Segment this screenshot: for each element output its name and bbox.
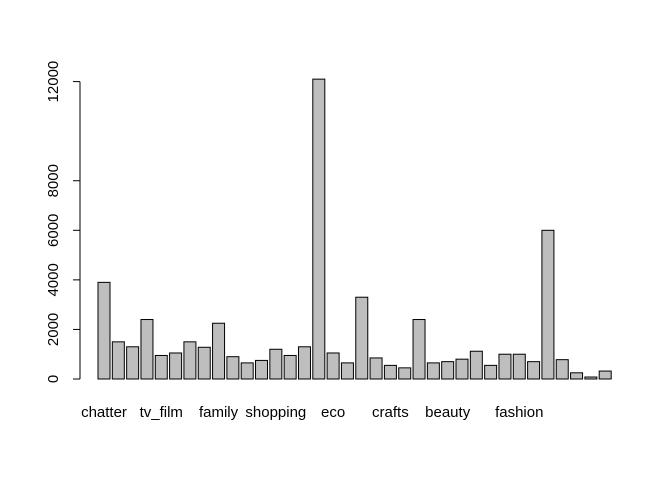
- bar-35: [598, 370, 612, 380]
- y-tick-label-4: 8000: [45, 164, 62, 197]
- x-label-tv-film: tv_film: [140, 404, 183, 421]
- bar-17: [340, 362, 354, 380]
- bar-2: [126, 346, 140, 380]
- x-label-shopping: shopping: [245, 404, 306, 421]
- bar-22: [412, 319, 426, 380]
- bar-27: [484, 364, 498, 380]
- bar-16: [326, 352, 340, 380]
- bar-30: [527, 361, 541, 380]
- y-tick-label-5: 12000: [45, 61, 62, 103]
- bar-26: [469, 350, 483, 380]
- bar-23: [426, 362, 440, 380]
- y-tick-label-2: 4000: [45, 263, 62, 296]
- x-label-family: family: [199, 404, 239, 421]
- bar-34: [584, 376, 598, 380]
- bar-33: [570, 372, 584, 380]
- x-label-eco: eco: [321, 404, 345, 421]
- bar-9: [226, 356, 240, 380]
- bar-5: [169, 352, 183, 380]
- bar-14: [297, 346, 311, 380]
- bar-6: [183, 341, 197, 380]
- bar-0: [97, 281, 111, 380]
- bar-4: [154, 354, 168, 380]
- bar-15: [312, 78, 326, 380]
- bar-19: [369, 357, 383, 380]
- x-label-fashion: fashion: [495, 404, 543, 421]
- bar-11: [255, 359, 269, 380]
- bar-24: [441, 361, 455, 380]
- bar-21: [398, 367, 412, 380]
- bar-25: [455, 358, 469, 380]
- bar-32: [555, 359, 569, 380]
- x-label-crafts: crafts: [372, 404, 409, 421]
- bar-series: [97, 78, 612, 380]
- bar-10: [240, 362, 254, 380]
- x-label-beauty: beauty: [425, 404, 471, 421]
- bar-18: [355, 296, 369, 380]
- bar-29: [512, 353, 526, 380]
- bar-7: [197, 346, 211, 380]
- bar-28: [498, 353, 512, 380]
- bar-20: [383, 364, 397, 380]
- bar-1: [111, 341, 125, 380]
- y-tick-label-0: 0: [45, 375, 62, 383]
- x-axis-labels: chatter tv_film family shopping eco crafts bea…: [81, 404, 543, 421]
- bar-3: [140, 319, 154, 380]
- y-tick-label-1: 2000: [45, 313, 62, 346]
- y-tick-label-3: 6000: [45, 214, 62, 247]
- bar-31: [541, 229, 555, 380]
- x-label-chatter: chatter: [81, 404, 127, 421]
- bar-13: [283, 354, 297, 380]
- bar-12: [269, 348, 283, 380]
- bar-8: [212, 322, 226, 380]
- y-axis: 0 2000 4000 6000 8000 12000: [45, 61, 81, 383]
